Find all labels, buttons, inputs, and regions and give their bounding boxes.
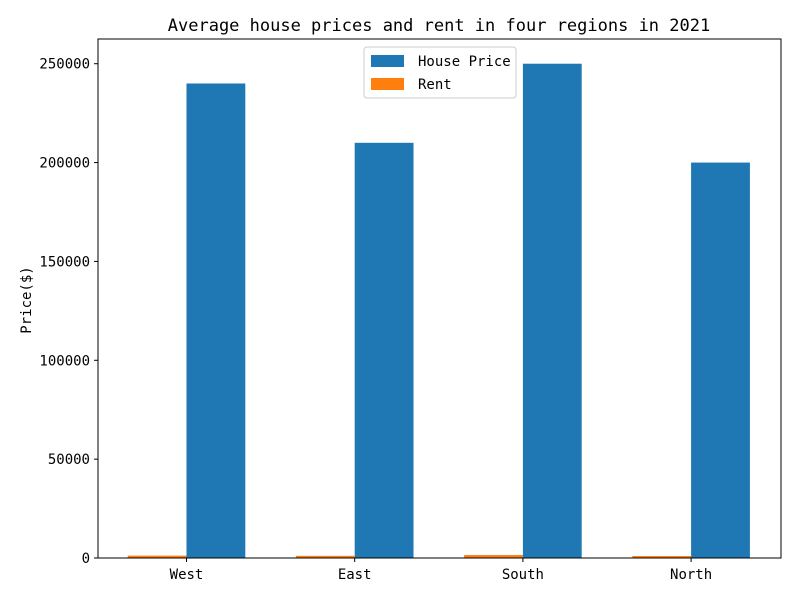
y-tick-label: 0	[82, 551, 90, 567]
house-price-bar-east	[354, 142, 414, 559]
house-price-bar-north	[691, 162, 750, 558]
rent-bar-east	[295, 555, 355, 558]
rent-bar-west	[127, 555, 187, 558]
legend-label-house-price: House Price	[418, 54, 511, 70]
x-tick-label-west: West	[170, 567, 204, 583]
legend-swatch-rent	[371, 78, 404, 90]
plot-area-frame	[97, 38, 782, 559]
x-tick-label-south: South	[502, 567, 544, 583]
bars-group	[127, 63, 750, 559]
y-axis-ticks: 0 50000 100000 150000 200000 250000	[39, 57, 98, 567]
x-tick-label-east: East	[338, 567, 372, 583]
legend: House Price Rent	[363, 46, 517, 99]
y-axis-label: Price($)	[19, 266, 35, 333]
y-tick-label: 100000	[39, 353, 90, 369]
rent-bar-north	[632, 556, 692, 558]
y-tick-label: 150000	[39, 254, 90, 270]
y-tick-label: 200000	[39, 156, 90, 172]
chart-title: Average house prices and rent in four re…	[168, 16, 710, 36]
house-price-bar-west	[186, 83, 246, 559]
rent-bar-south	[464, 555, 523, 558]
legend-swatch-house-price	[371, 55, 404, 67]
x-axis-ticks: West East South North	[170, 558, 712, 583]
legend-label-rent: Rent	[418, 77, 452, 93]
y-tick-label: 50000	[48, 452, 90, 468]
x-tick-label-north: North	[670, 567, 712, 583]
house-price-bar-south	[522, 63, 582, 559]
y-tick-label: 250000	[39, 57, 90, 73]
